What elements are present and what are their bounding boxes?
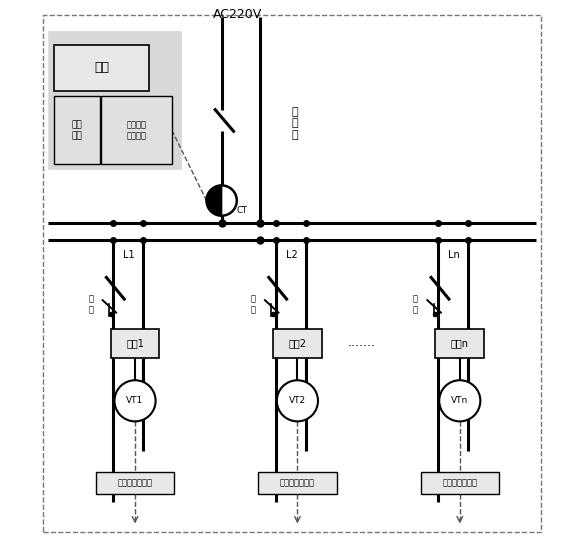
Text: 负载n: 负载n [451, 338, 469, 349]
Bar [96, 472, 174, 494]
Bar [54, 45, 148, 91]
Text: 主电路特
征量提取: 主电路特 征量提取 [127, 121, 147, 140]
Circle shape [207, 186, 237, 216]
Bar [54, 96, 100, 164]
Text: 负载1: 负载1 [126, 338, 144, 349]
Circle shape [277, 380, 318, 422]
Circle shape [439, 380, 481, 422]
Text: 本地特征量提取: 本地特征量提取 [117, 479, 152, 487]
Circle shape [114, 380, 155, 422]
Polygon shape [207, 186, 222, 216]
Text: 本地特征量提取: 本地特征量提取 [442, 479, 477, 487]
Text: 电
弧: 电 弧 [413, 295, 418, 314]
Text: 电
弧: 电 弧 [88, 295, 93, 314]
Text: L2: L2 [286, 250, 297, 259]
Bar [111, 329, 159, 357]
Text: 主站: 主站 [94, 61, 109, 74]
Bar [420, 472, 499, 494]
Bar [273, 329, 322, 357]
Text: VT2: VT2 [289, 397, 306, 405]
Text: 负载2: 负载2 [288, 338, 307, 349]
Bar [102, 96, 172, 164]
Text: 主
回
路: 主 回 路 [291, 107, 298, 140]
Text: Ln: Ln [448, 250, 460, 259]
Text: CT: CT [237, 206, 248, 215]
Bar [436, 329, 484, 357]
Bar [48, 31, 181, 169]
Text: VTn: VTn [451, 397, 468, 405]
Text: .......: ....... [347, 336, 376, 349]
Text: 综合
辨识: 综合 辨识 [71, 121, 82, 140]
Text: AC220V: AC220V [213, 8, 262, 21]
Text: VT1: VT1 [126, 397, 144, 405]
Text: 本地特征量提取: 本地特征量提取 [280, 479, 315, 487]
Bar [258, 472, 336, 494]
Text: 电
弧: 电 弧 [251, 295, 256, 314]
Text: L1: L1 [123, 250, 135, 259]
